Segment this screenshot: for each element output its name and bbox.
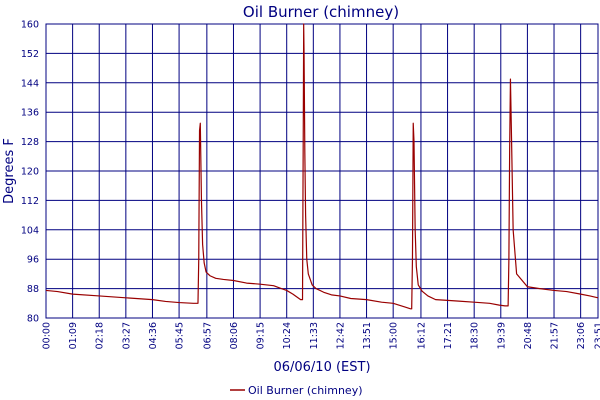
x-tick-label: 04:36 xyxy=(148,322,159,349)
x-tick-label: 17:21 xyxy=(443,322,454,349)
y-tick-label: 104 xyxy=(21,225,39,236)
y-tick-label: 152 xyxy=(21,49,39,60)
x-tick-label: 20:48 xyxy=(523,322,534,349)
legend-label: Oil Burner (chimney) xyxy=(248,384,363,397)
y-axis-label: Degrees F xyxy=(2,138,17,204)
x-tick-label: 10:24 xyxy=(282,322,293,349)
y-tick-label: 96 xyxy=(27,255,39,266)
x-tick-label: 23:51 xyxy=(594,322,600,349)
x-tick-label: 03:27 xyxy=(121,322,132,349)
x-tick-label: 11:33 xyxy=(309,322,320,349)
x-tick-label: 09:15 xyxy=(256,322,267,349)
grid xyxy=(45,23,599,319)
y-tick-label: 128 xyxy=(21,137,39,148)
x-axis: 00:00 01:09 02:18 03:27 04:36 05:45 06:57 08:06… xyxy=(42,322,600,349)
x-tick-label: 12:42 xyxy=(335,322,346,349)
y-tick-label: 144 xyxy=(21,78,39,89)
x-tick-label: 01:09 xyxy=(68,322,79,349)
y-tick-label: 136 xyxy=(21,108,39,119)
x-tick-label: 02:18 xyxy=(95,322,106,349)
x-tick-label: 16:12 xyxy=(416,322,427,349)
x-tick-label: 19:39 xyxy=(496,322,507,349)
x-tick-label: 21:57 xyxy=(550,322,561,349)
y-tick-label: 160 xyxy=(21,20,39,31)
x-tick-label: 08:06 xyxy=(229,322,240,349)
x-tick-label: 13:51 xyxy=(362,322,373,349)
y-tick-label: 112 xyxy=(21,196,39,207)
x-tick-label: 00:00 xyxy=(42,322,53,349)
y-tick-label: 120 xyxy=(21,167,39,178)
x-axis-label: 06/06/10 (EST) xyxy=(273,360,370,375)
chart-title: Oil Burner (chimney) xyxy=(243,3,399,21)
x-tick-label: 23:06 xyxy=(576,322,587,349)
x-tick-label: 06:57 xyxy=(202,322,213,349)
series-line-oil-burner xyxy=(45,23,599,310)
legend: Oil Burner (chimney) xyxy=(230,384,363,397)
x-tick-label: 05:45 xyxy=(175,322,186,349)
y-axis: 80 88 96 104 112 120 128 136 144 152 160 xyxy=(21,20,39,325)
y-tick-label: 88 xyxy=(27,284,39,295)
x-tick-label: 18:30 xyxy=(470,322,481,349)
plot-border xyxy=(45,23,599,319)
y-tick-label: 80 xyxy=(27,314,39,325)
series-group xyxy=(45,23,599,310)
x-tick-label: 15:00 xyxy=(389,322,400,349)
